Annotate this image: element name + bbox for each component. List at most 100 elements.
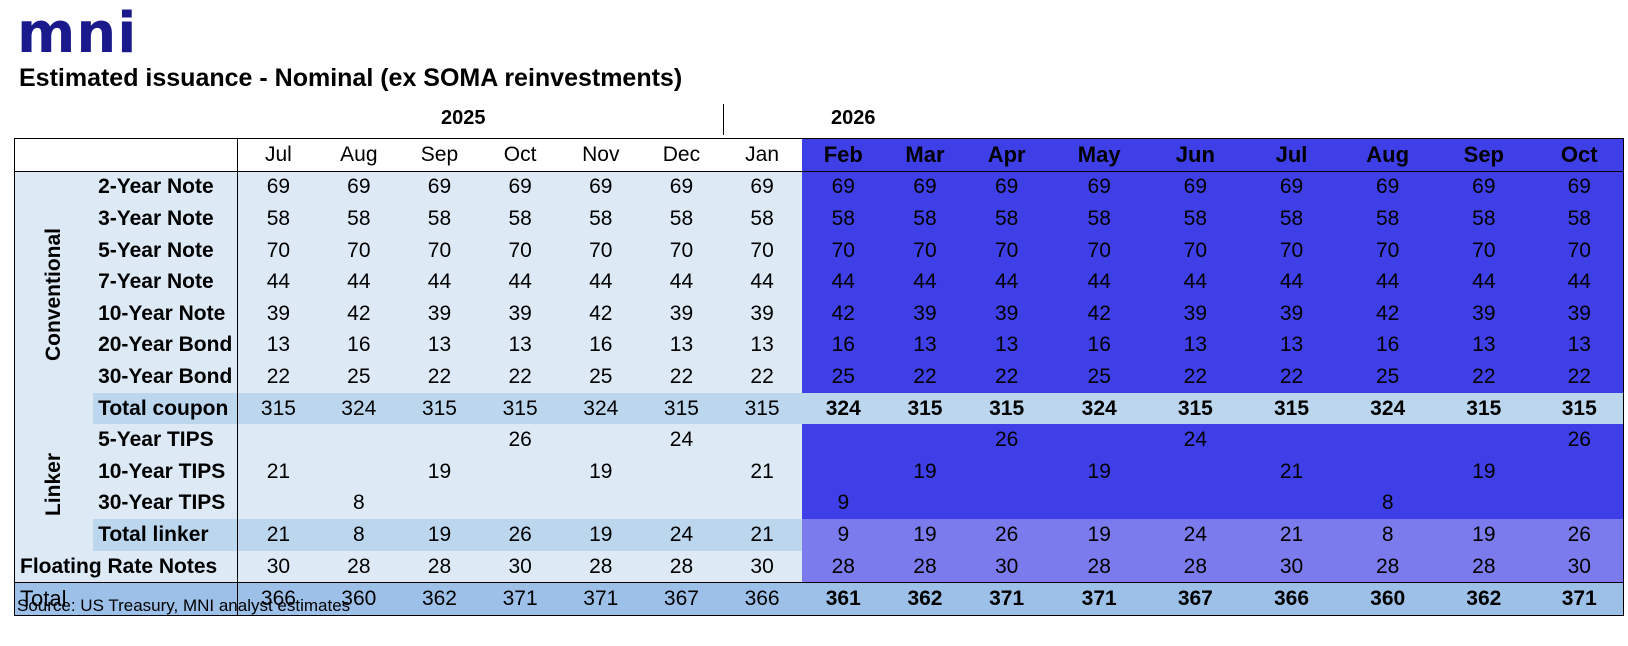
value-cell: 28 bbox=[1047, 550, 1151, 583]
value-cell: 39 bbox=[399, 297, 480, 330]
value-cell: 39 bbox=[1239, 297, 1344, 330]
value-cell: 69 bbox=[641, 171, 722, 204]
value-cell: 19 bbox=[1047, 519, 1151, 551]
value-cell: 69 bbox=[965, 171, 1048, 204]
value-cell: 8 bbox=[318, 487, 400, 520]
value-cell: 44 bbox=[237, 266, 319, 298]
value-cell: 70 bbox=[560, 234, 642, 267]
value-cell: 24 bbox=[1150, 519, 1240, 551]
value-cell: 70 bbox=[399, 234, 480, 267]
value-cell: 13 bbox=[1239, 329, 1344, 362]
value-cell bbox=[721, 487, 803, 520]
value-cell bbox=[1343, 455, 1433, 488]
table-row: Total coupon 315 324 315 315 324 315 315 324 315 3… bbox=[15, 392, 1624, 425]
value-cell: 24 bbox=[641, 519, 722, 551]
value-cell: 19 bbox=[884, 519, 966, 551]
value-cell: 44 bbox=[399, 266, 480, 298]
value-cell: 70 bbox=[802, 234, 885, 267]
month-header: Feb bbox=[802, 138, 885, 172]
value-cell: 26 bbox=[965, 424, 1048, 456]
year-2025-label: 2025 bbox=[441, 107, 486, 129]
value-cell: 70 bbox=[1150, 234, 1240, 267]
month-header: Jul bbox=[1239, 138, 1344, 172]
value-cell bbox=[1150, 487, 1240, 520]
value-cell: 42 bbox=[1047, 297, 1151, 330]
value-cell: 13 bbox=[1432, 329, 1536, 362]
value-cell: 371 bbox=[1535, 582, 1624, 616]
value-cell: 361 bbox=[802, 582, 885, 616]
value-cell: 324 bbox=[318, 392, 400, 425]
value-cell: 315 bbox=[965, 392, 1048, 425]
month-header: Sep bbox=[399, 138, 480, 172]
value-cell: 44 bbox=[560, 266, 642, 298]
value-cell: 70 bbox=[884, 234, 966, 267]
value-cell: 22 bbox=[237, 361, 319, 393]
mni-logo: mni bbox=[17, 1, 138, 66]
value-cell: 44 bbox=[802, 266, 885, 298]
value-cell: 315 bbox=[1432, 392, 1536, 425]
table-row: Total linker 21 8 19 26 19 24 21 9 19 26 19 24 21 8 19 2… bbox=[15, 519, 1624, 551]
value-cell: 22 bbox=[399, 361, 480, 393]
value-cell: 324 bbox=[1343, 392, 1433, 425]
value-cell: 26 bbox=[1535, 424, 1624, 456]
month-header: Apr bbox=[965, 138, 1048, 172]
value-cell: 9 bbox=[802, 487, 885, 520]
value-cell: 362 bbox=[399, 582, 480, 616]
value-cell: 30 bbox=[479, 550, 561, 583]
row-label: Floating Rate Notes bbox=[13, 550, 238, 583]
month-header: Aug bbox=[318, 138, 400, 172]
value-cell: 25 bbox=[802, 361, 885, 393]
value-cell: 22 bbox=[884, 361, 966, 393]
value-cell: 13 bbox=[399, 329, 480, 362]
value-cell: 44 bbox=[721, 266, 803, 298]
value-cell: 19 bbox=[560, 455, 642, 488]
value-cell: 22 bbox=[965, 361, 1048, 393]
month-header: Sep bbox=[1432, 138, 1536, 172]
value-cell: 13 bbox=[721, 329, 803, 362]
value-cell: 26 bbox=[479, 424, 561, 456]
value-cell: 315 bbox=[237, 392, 319, 425]
value-cell: 69 bbox=[721, 171, 803, 204]
row-label: Total bbox=[13, 582, 238, 616]
value-cell: 26 bbox=[479, 519, 561, 551]
value-cell bbox=[1432, 424, 1536, 456]
value-cell: 13 bbox=[1150, 329, 1240, 362]
group-label-conventional: Conventional bbox=[14, 171, 94, 425]
value-cell: 19 bbox=[399, 519, 480, 551]
table-row: 7-Year Note 44 44 44 44 44 44 44 44 44 44 44 44 44 44 4… bbox=[15, 266, 1624, 298]
value-cell: 44 bbox=[1150, 266, 1240, 298]
value-cell: 69 bbox=[1047, 171, 1151, 204]
value-cell: 8 bbox=[1343, 487, 1433, 520]
source-note: Source: US Treasury, MNI analyst estimat… bbox=[17, 596, 351, 615]
value-cell: 70 bbox=[1432, 234, 1536, 267]
value-cell: 44 bbox=[318, 266, 400, 298]
value-cell: 16 bbox=[318, 329, 400, 362]
value-cell: 42 bbox=[802, 297, 885, 330]
value-cell: 58 bbox=[1432, 203, 1536, 235]
row-label: 20-Year Bond bbox=[93, 329, 238, 362]
value-cell bbox=[641, 455, 722, 488]
value-cell: 44 bbox=[641, 266, 722, 298]
value-cell: 13 bbox=[237, 329, 319, 362]
row-label: 7-Year Note bbox=[93, 266, 238, 298]
value-cell: 69 bbox=[1150, 171, 1240, 204]
value-cell: 70 bbox=[237, 234, 319, 267]
value-cell: 16 bbox=[1047, 329, 1151, 362]
value-cell: 69 bbox=[560, 171, 642, 204]
value-cell: 315 bbox=[641, 392, 722, 425]
value-cell bbox=[1432, 487, 1536, 520]
value-cell: 22 bbox=[1239, 361, 1344, 393]
table-row: 10-Year Note 39 42 39 39 42 39 39 42 39 39 42 39 39 42… bbox=[15, 297, 1624, 330]
value-cell: 28 bbox=[318, 550, 400, 583]
value-cell bbox=[560, 424, 642, 456]
value-cell bbox=[1535, 487, 1624, 520]
table-row: 3-Year Note 58 58 58 58 58 58 58 58 58 58 58 58 58 58 5… bbox=[15, 203, 1624, 235]
row-label: Total coupon bbox=[93, 392, 238, 425]
row-label: Total linker bbox=[93, 519, 238, 551]
value-cell: 58 bbox=[802, 203, 885, 235]
value-cell: 13 bbox=[965, 329, 1048, 362]
table-row: Floating Rate Notes 30 28 28 30 28 28 30 28 28 30 2… bbox=[13, 550, 1624, 583]
value-cell bbox=[721, 424, 803, 456]
value-cell: 22 bbox=[479, 361, 561, 393]
month-header: Nov bbox=[560, 138, 642, 172]
